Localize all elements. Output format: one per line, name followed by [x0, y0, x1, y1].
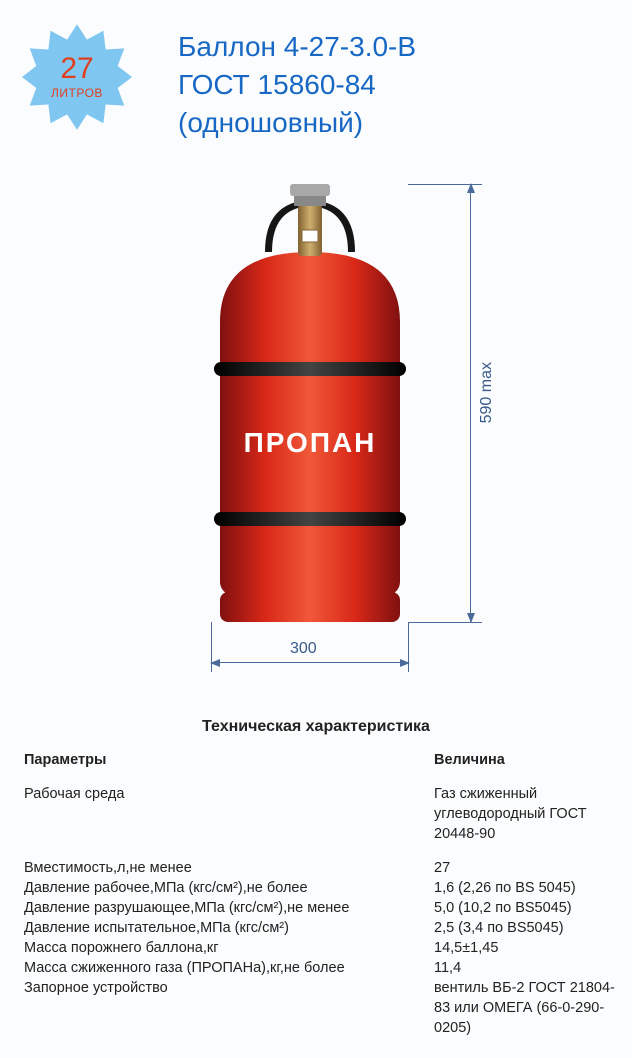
spec-head-param: Параметры [24, 750, 434, 770]
badge-unit: ЛИТРОВ [51, 86, 103, 100]
spec-value: 14,5±1,45 [434, 938, 616, 958]
gas-cylinder: ПРОПАН [210, 182, 410, 622]
spec-param: Давление рабочее,МПа (кгс/см²),не более [24, 878, 434, 898]
spec-param: Давление испытательное,МПа (кгс/см²) [24, 918, 434, 938]
liters-badge: 27 ЛИТРОВ [22, 22, 132, 132]
title-line1: Баллон 4-27-3.0-В [178, 28, 416, 66]
spec-head-value: Величина [434, 750, 616, 770]
height-dimension: 590 max [478, 362, 496, 423]
title-line3: (одношовный) [178, 104, 416, 142]
width-dimension: 300 [290, 640, 317, 658]
spec-value: 1,6 (2,26 по BS 5045) [434, 878, 616, 898]
cylinder-label: ПРОПАН [244, 427, 377, 458]
spec-value: Газ сжиженный углеводородный ГОСТ 20448-… [434, 784, 616, 844]
spec-param: Рабочая среда [24, 784, 434, 844]
spec-value: 11,4 [434, 958, 616, 978]
spec-table: Параметры Величина Рабочая среда Газ сжи… [24, 750, 616, 1038]
spec-title: Техническая характеристика [0, 718, 632, 736]
spec-param: Масса сжиженного газа (ПРОПАНа),кг,не бо… [24, 958, 434, 978]
cylinder-diagram: 590 max 300 [0, 172, 632, 702]
spec-value: вентиль ВБ-2 ГОСТ 21804-83 или ОМЕГА (66… [434, 978, 616, 1038]
spec-param: Вместимость,л,не менее [24, 858, 434, 878]
spec-value: 2,5 (3,4 по BS5045) [434, 918, 616, 938]
spec-param: Давление разрушающее,МПа (кгс/см²),не ме… [24, 898, 434, 918]
badge-number: 27 [60, 54, 93, 84]
spec-param: Масса порожнего баллона,кг [24, 938, 434, 958]
spec-param: Запорное устройство [24, 978, 434, 1038]
title-line2: ГОСТ 15860-84 [178, 66, 416, 104]
spec-value: 5,0 (10,2 по BS5045) [434, 898, 616, 918]
product-title: Баллон 4-27-3.0-В ГОСТ 15860-84 (одношов… [178, 28, 416, 141]
spec-value: 27 [434, 858, 616, 878]
